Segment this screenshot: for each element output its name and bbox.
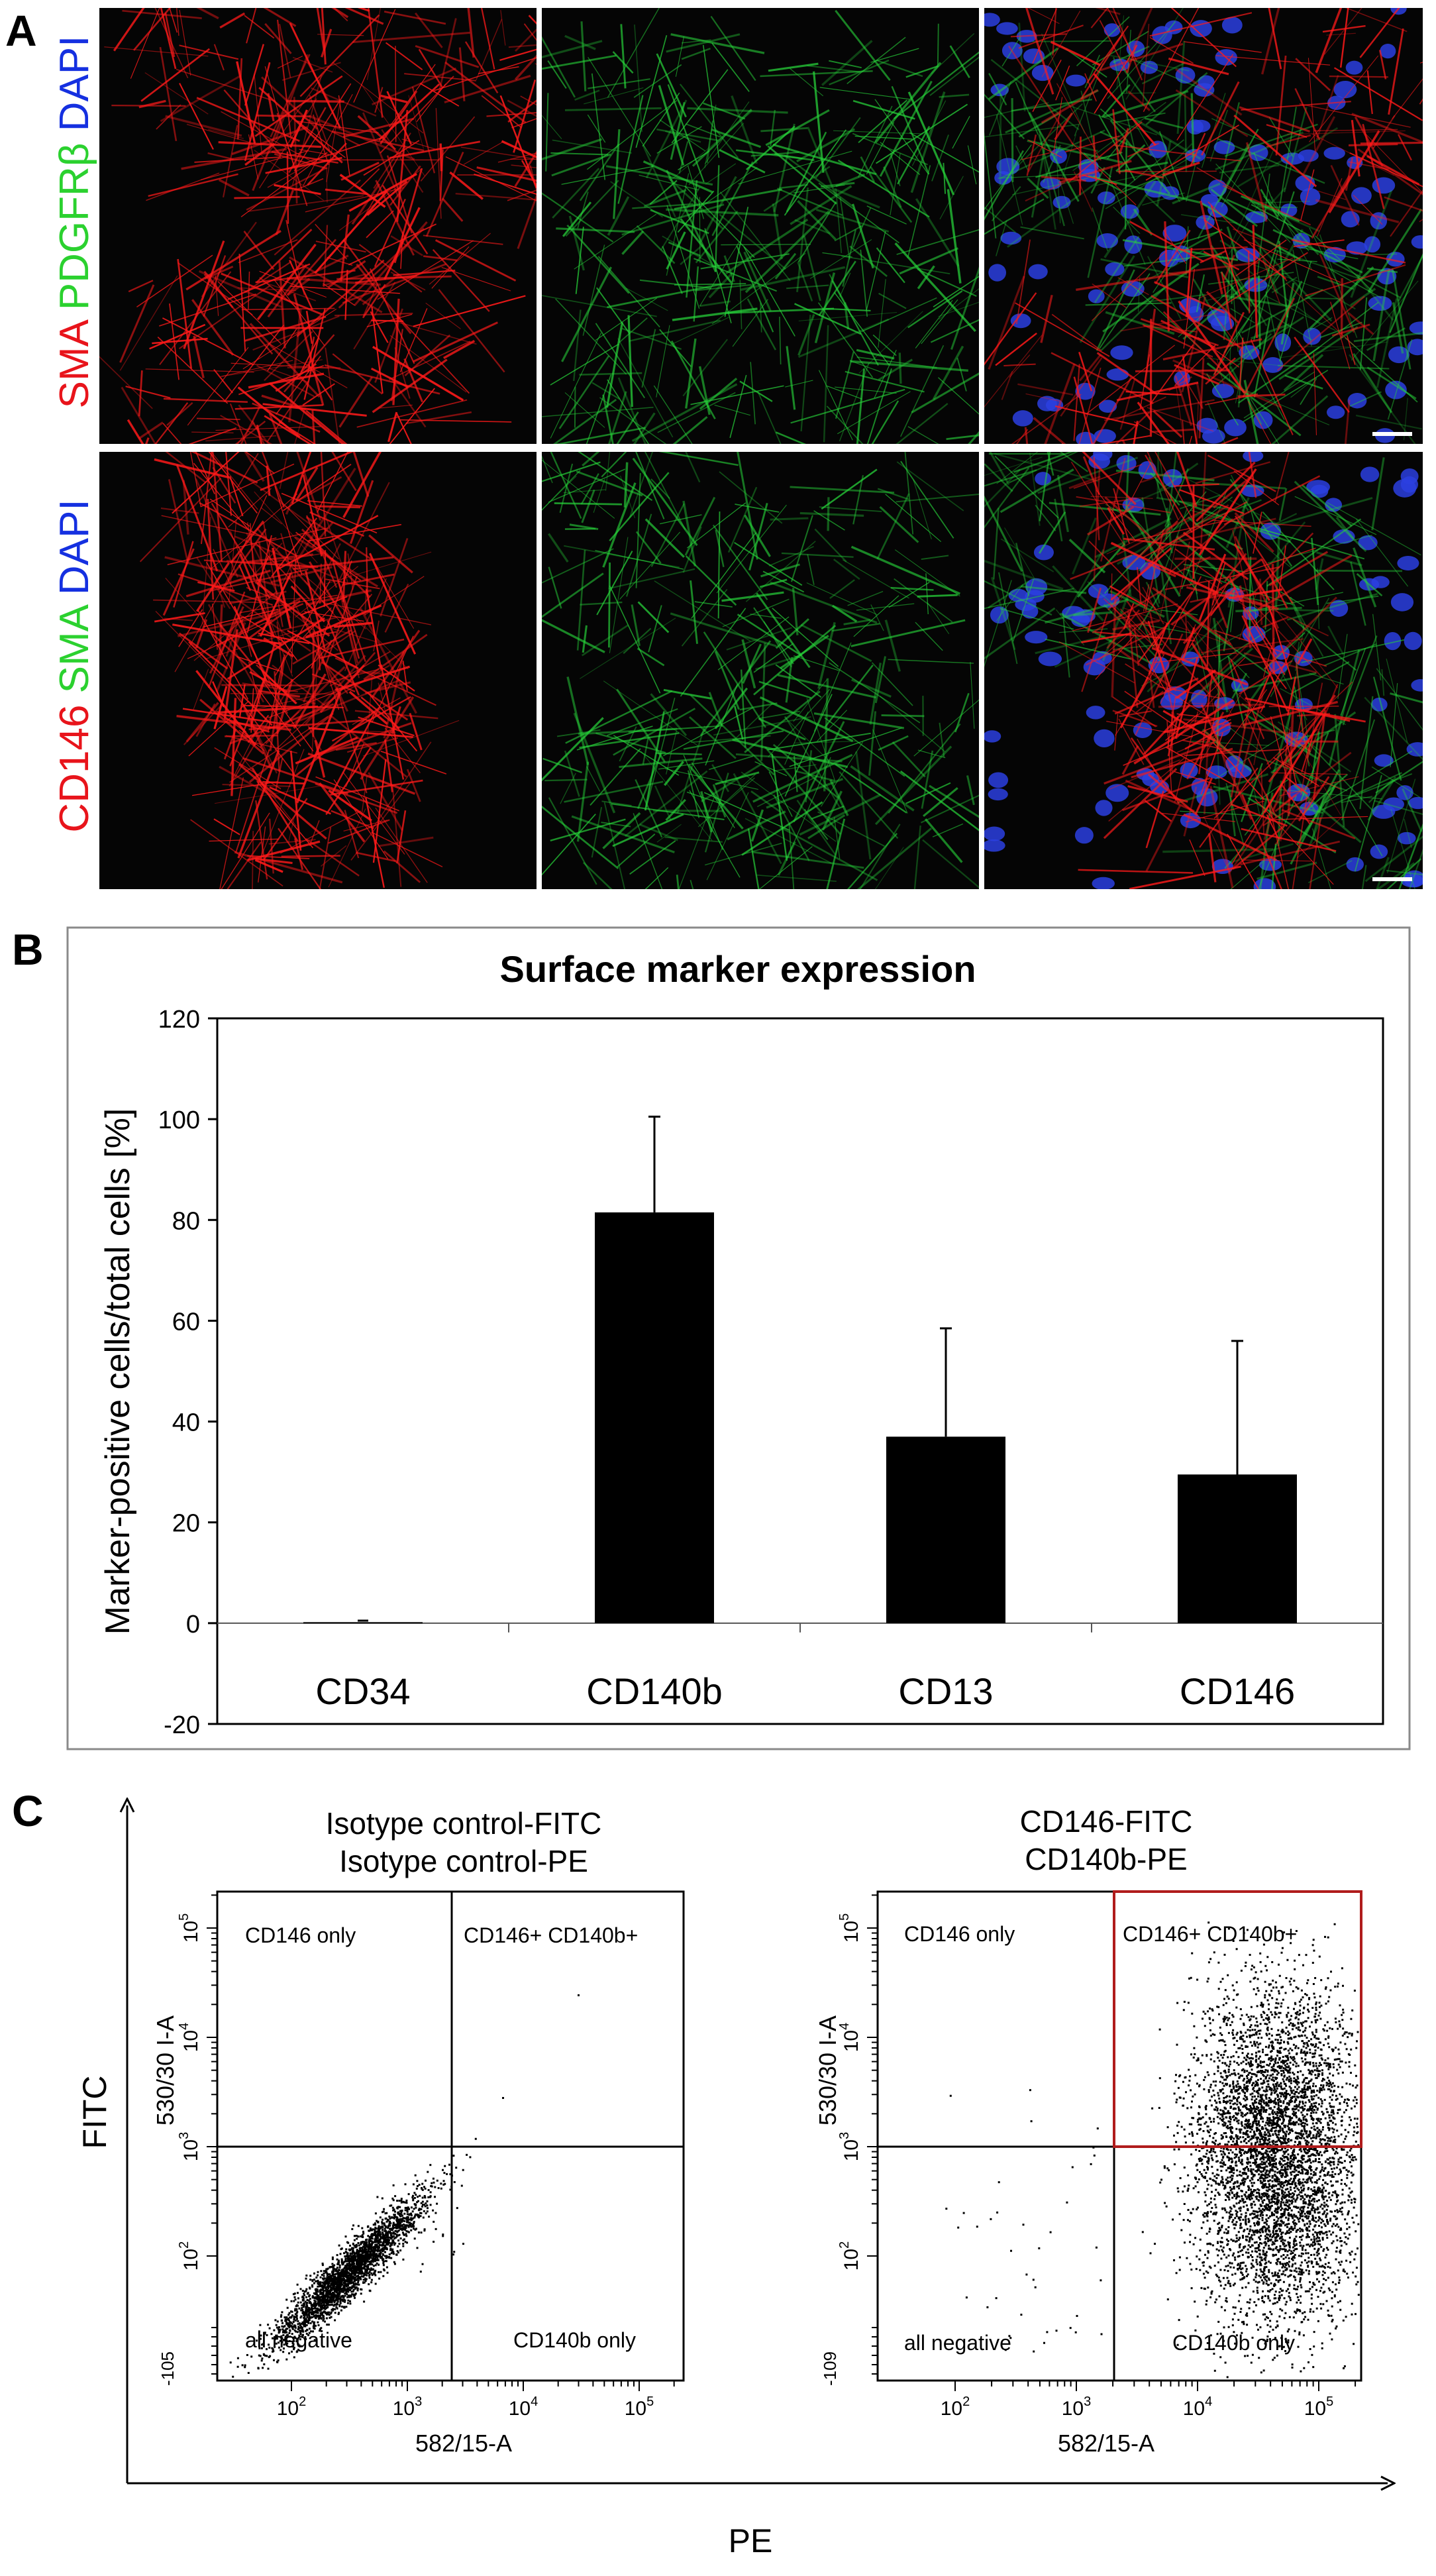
y-decade-label: 105 [177,1913,202,1943]
panel-label-b: B [12,925,44,974]
x-tick-label-CD140b: CD140b [586,1670,722,1712]
y-decade-label: 103 [837,2132,862,2162]
micrograph-r1-green [542,8,979,444]
micrograph-r1-merge [984,8,1423,444]
scale-bar-row1 [1372,432,1412,436]
plot1-ymin-label: -105 [158,2351,178,2386]
y-axis-ticks: -20 0 20 40 60 80 100 120 [158,1006,217,1739]
outer-y-label: FITC [76,2075,113,2149]
x-tick-labels: CD34 CD140b CD13 CD146 [315,1670,1295,1712]
plot2-frame [876,1890,1362,2382]
plot1-q-ul: CD146 only [245,1923,356,1947]
y-decade-label: 103 [177,2132,202,2162]
outer-x-label: PE [729,2522,773,2559]
plot2-q-ll: all negative [904,2331,1011,2355]
plot2-title-line1: CD146-FITC [1020,1804,1193,1839]
plot2-xlabel: 582/15-A [1058,2430,1154,2457]
plot2-q-ul: CD146 only [904,1922,1015,1946]
y-tick-label: 120 [158,1006,200,1034]
y-tick-label: 20 [172,1510,200,1538]
bars [303,1212,1297,1624]
x-decade-label: 105 [625,2394,654,2420]
plot2-q-lr: CD140b only [1172,2331,1295,2355]
y-axis-label: Marker-positive cells/total cells [%] [99,1108,137,1635]
scale-bar-row2 [1372,877,1412,881]
plot2-q-ur: CD146+ CD140b+ [1123,1922,1297,1946]
plot1-q-lr: CD140b only [513,2328,636,2352]
y-decade-label: 102 [177,2241,202,2271]
plot2-events [945,1921,1360,2379]
y-tick-label: 40 [172,1409,200,1437]
bar-chart: Surface marker expression -20 0 20 40 60 80 10… [66,926,1411,1750]
flow-plot-stained: CD146-FITC CD140b-PE CD146 only CD146+ C… [814,1804,1362,2457]
x-decade-label: 103 [393,2394,423,2420]
plot1-axis-ticks: 102 103 104 105 102 103 104 105 [177,1894,675,2420]
bar-CD140b [595,1212,714,1623]
micrograph-r1-red [99,8,537,444]
plot1-ylabel: 530/30 I-A [152,2015,179,2125]
y-tick-label: -20 [164,1711,200,1739]
x-decade-label: 104 [509,2394,538,2420]
x-decade-label: 105 [1304,2394,1334,2420]
bar-CD13 [886,1436,1005,1623]
flow-plot-isotype: Isotype control-FITC Isotype control-PE … [152,1806,685,2457]
bar-CD146 [1178,1474,1297,1623]
panel-label-a: A [5,6,37,55]
x-tick-label-CD146: CD146 [1180,1670,1295,1712]
x-tick-label-CD34: CD34 [315,1670,410,1712]
y-tick-label: 0 [186,1611,200,1638]
plot2-ylabel: 530/30 I-A [814,2015,841,2125]
y-decade-label: 105 [837,1913,862,1943]
y-decade-label: 102 [837,2241,862,2271]
plot2-ymin-label: -109 [820,2351,840,2386]
micrograph-r2-merge [984,452,1423,889]
bar-CD34 [303,1622,423,1624]
y-tick-label: 80 [172,1207,200,1235]
x-decade-label: 102 [277,2394,307,2420]
x-decade-label: 104 [1183,2394,1213,2420]
plot1-title-line1: Isotype control-FITC [326,1806,602,1841]
x-tick-label-CD13: CD13 [898,1670,993,1712]
plot1-xlabel: 582/15-A [415,2430,512,2457]
y-decade-label: 104 [177,2023,202,2053]
x-decade-label: 103 [1062,2394,1092,2420]
panel-label-c: C [12,1786,44,1835]
x-decade-label: 102 [941,2394,970,2420]
plot1-title-line2: Isotype control-PE [339,1844,588,1878]
micrograph-r2-green [542,452,979,889]
plot1-events [229,1994,580,2378]
y-tick-label: 100 [158,1106,200,1134]
y-tick-label: 60 [172,1308,200,1336]
micrograph-r2-red [99,452,537,889]
chart-title: Surface marker expression [499,948,976,990]
plot2-title-line2: CD140b-PE [1025,1842,1187,1876]
plot2-double-positive-gate [1113,1890,1362,2148]
plot1-q-ll: all negative [245,2328,352,2352]
error-bars [358,1115,1243,1622]
plot1-q-ur: CD146+ CD140b+ [464,1923,638,1947]
